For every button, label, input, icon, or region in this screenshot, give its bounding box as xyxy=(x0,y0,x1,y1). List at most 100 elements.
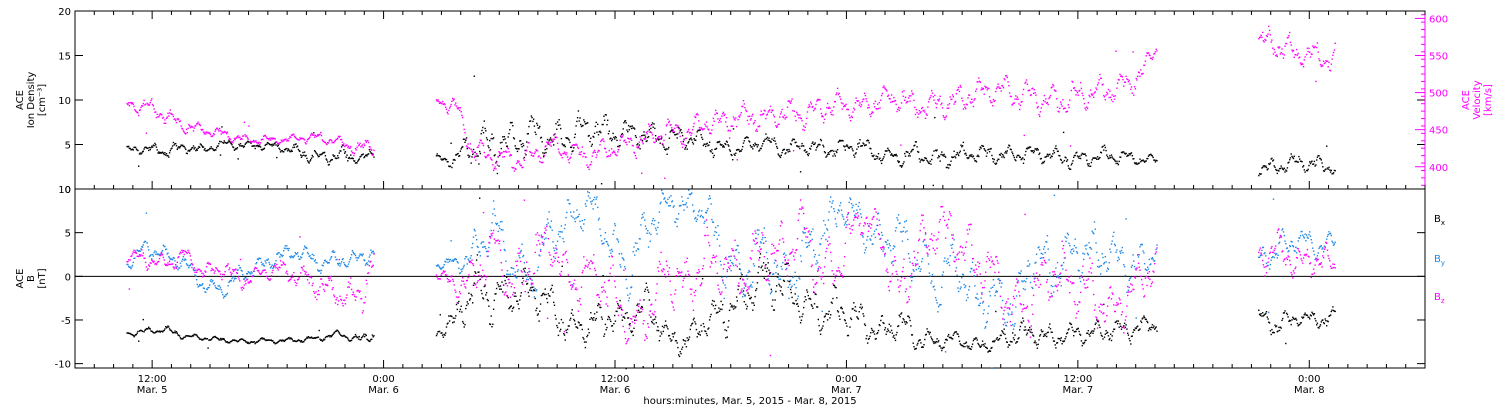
point-bx xyxy=(720,309,721,310)
point-by xyxy=(196,279,197,280)
point-bx xyxy=(1296,319,1297,320)
point-bx xyxy=(636,305,637,306)
point-velocity xyxy=(158,116,159,117)
point-bx xyxy=(629,323,630,324)
point-bx xyxy=(929,333,930,334)
point-velocity xyxy=(665,134,666,135)
point-velocity xyxy=(648,123,649,124)
point-ion-density xyxy=(238,144,239,145)
point-bx xyxy=(1073,335,1074,336)
point-bx xyxy=(491,326,492,327)
point-by xyxy=(619,253,620,254)
point-bx xyxy=(556,325,557,326)
point-ion-density xyxy=(1308,165,1309,166)
point-bx xyxy=(592,319,593,320)
point-bx xyxy=(1139,328,1140,329)
point-ion-density xyxy=(998,159,999,160)
point-bx xyxy=(1102,336,1103,337)
point-velocity xyxy=(714,114,715,115)
point-by xyxy=(271,266,272,267)
point-velocity xyxy=(651,132,652,133)
point-bx xyxy=(354,336,355,337)
point-velocity xyxy=(1129,83,1130,84)
point-ion-density xyxy=(778,153,779,154)
point-by xyxy=(535,290,536,291)
point-velocity xyxy=(619,146,620,147)
point-ion-density xyxy=(733,128,734,129)
point-velocity xyxy=(898,107,899,108)
point-bx xyxy=(1301,322,1302,323)
point-bx xyxy=(476,259,477,260)
point-ion-density xyxy=(635,135,636,136)
point-velocity xyxy=(484,156,485,157)
point-ion-density xyxy=(576,121,577,122)
point-bx xyxy=(616,311,617,312)
point-by xyxy=(183,256,184,257)
point-bx xyxy=(514,296,515,297)
point-by xyxy=(281,255,282,256)
point-by xyxy=(358,257,359,258)
point-ion-density xyxy=(669,138,670,139)
point-velocity xyxy=(363,147,364,148)
point-bx xyxy=(811,304,812,305)
point-velocity xyxy=(917,117,918,118)
point-ion-density xyxy=(1304,169,1305,170)
point-ion-density xyxy=(450,166,451,167)
point-velocity xyxy=(729,137,730,138)
point-velocity xyxy=(934,95,935,96)
point-by xyxy=(268,259,269,260)
point-ion-density xyxy=(696,136,697,137)
point-velocity xyxy=(1277,56,1278,57)
point-by xyxy=(352,250,353,251)
point-velocity xyxy=(140,107,141,108)
point-velocity xyxy=(1026,79,1027,80)
point-bx xyxy=(1042,331,1043,332)
point-velocity xyxy=(180,125,181,126)
point-ion-density xyxy=(886,150,887,151)
point-bx xyxy=(1142,317,1143,318)
point-bx xyxy=(774,309,775,310)
point-velocity xyxy=(724,114,725,115)
point-ion-density xyxy=(1079,156,1080,157)
point-by xyxy=(696,221,697,222)
point-ion-density xyxy=(147,147,148,148)
point-ion-density xyxy=(135,147,136,148)
point-velocity xyxy=(1070,145,1071,146)
velocity-axis-tick-label: 500 xyxy=(1429,89,1448,100)
point-velocity xyxy=(1271,40,1272,41)
point-bx xyxy=(991,347,992,348)
point-ion-density xyxy=(152,146,153,147)
point-ion-density xyxy=(578,110,579,111)
point-bx xyxy=(801,320,802,321)
point-by xyxy=(262,263,263,264)
point-bx xyxy=(179,335,180,336)
point-velocity xyxy=(445,107,446,108)
point-by xyxy=(313,255,314,256)
point-velocity xyxy=(899,110,900,111)
point-by xyxy=(295,252,296,253)
point-bx xyxy=(143,331,144,332)
point-velocity xyxy=(662,143,663,144)
point-velocity xyxy=(903,96,904,97)
point-by xyxy=(164,246,165,247)
point-ion-density xyxy=(710,151,711,152)
point-velocity xyxy=(552,139,553,140)
point-bx xyxy=(441,332,442,333)
point-ion-density xyxy=(450,143,451,144)
point-velocity xyxy=(290,137,291,138)
point-ion-density xyxy=(1062,161,1063,162)
point-by xyxy=(287,248,288,249)
point-ion-density xyxy=(1038,154,1039,155)
point-bx xyxy=(990,351,991,352)
point-bx xyxy=(558,322,559,323)
point-ion-density xyxy=(1061,160,1062,161)
point-ion-density xyxy=(221,126,222,127)
point-ion-density xyxy=(228,141,229,142)
point-by xyxy=(607,243,608,244)
point-bx xyxy=(1084,342,1085,343)
point-bx xyxy=(1017,341,1018,342)
point-velocity xyxy=(215,129,216,130)
point-by xyxy=(340,263,341,264)
point-by xyxy=(244,278,245,279)
point-ion-density xyxy=(833,151,834,152)
